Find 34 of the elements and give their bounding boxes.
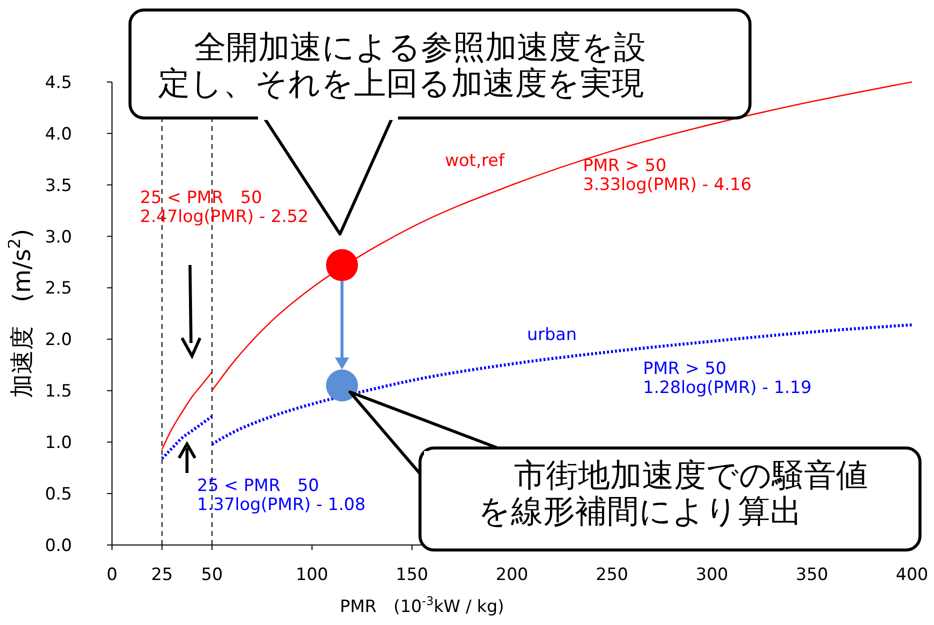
- x-tick-label: 0: [106, 565, 118, 585]
- line-series: [210, 323, 914, 446]
- line-series: [160, 414, 214, 460]
- series-label: urban: [527, 325, 577, 345]
- y-tick-label: 2.5: [44, 278, 72, 299]
- y-tick-label: 3.0: [44, 227, 72, 248]
- y-tick-label: 0.5: [44, 484, 72, 505]
- x-tick-label: 25: [151, 565, 173, 585]
- annotation: PMR > 50 3.33log(PMR) - 4.16: [583, 156, 752, 196]
- y-tick-label: 1.0: [44, 433, 72, 454]
- y-tick-label: 4.0: [44, 124, 72, 144]
- x-tick-label: 50: [201, 565, 223, 585]
- text: 全開加速による参照加速度を設: [194, 28, 646, 66]
- x-tick-label: 300: [696, 565, 728, 585]
- y-tick-label: 3.5: [44, 176, 72, 196]
- annotation: 定し、それを上回る加速度を実現: [158, 64, 644, 102]
- x-axis-title: PMR (10$^{-3}$kW / kg): [340, 594, 504, 617]
- annotation: 25 < PMR 50 1.37log(PMR) - 1.08: [197, 476, 366, 516]
- annotation: 市街地加速度での騒音値: [514, 456, 868, 494]
- series-label: wot,ref: [445, 151, 506, 171]
- x-tick-label: 350: [796, 565, 828, 585]
- y-tick-label: 1.5: [44, 382, 72, 402]
- line-series: [161, 371, 213, 450]
- x-tick-label: 100: [296, 565, 328, 585]
- y-tick-label: 2.0: [44, 330, 72, 350]
- annotation: PMR > 50 1.28log(PMR) - 1.19: [643, 359, 812, 398]
- annotation: を線形補間により算出: [478, 492, 802, 530]
- y-tick-label: 0.0: [44, 536, 72, 556]
- x-tick-label: 200: [496, 565, 528, 585]
- x-tick-label: 150: [396, 565, 428, 585]
- annotation: 25 < PMR 50 2.47log(PMR) - 2.52: [140, 188, 309, 228]
- y-tick-label: 4.5: [44, 72, 72, 93]
- x-tick-label: 400: [896, 565, 928, 585]
- x-tick-label: 250: [596, 565, 628, 585]
